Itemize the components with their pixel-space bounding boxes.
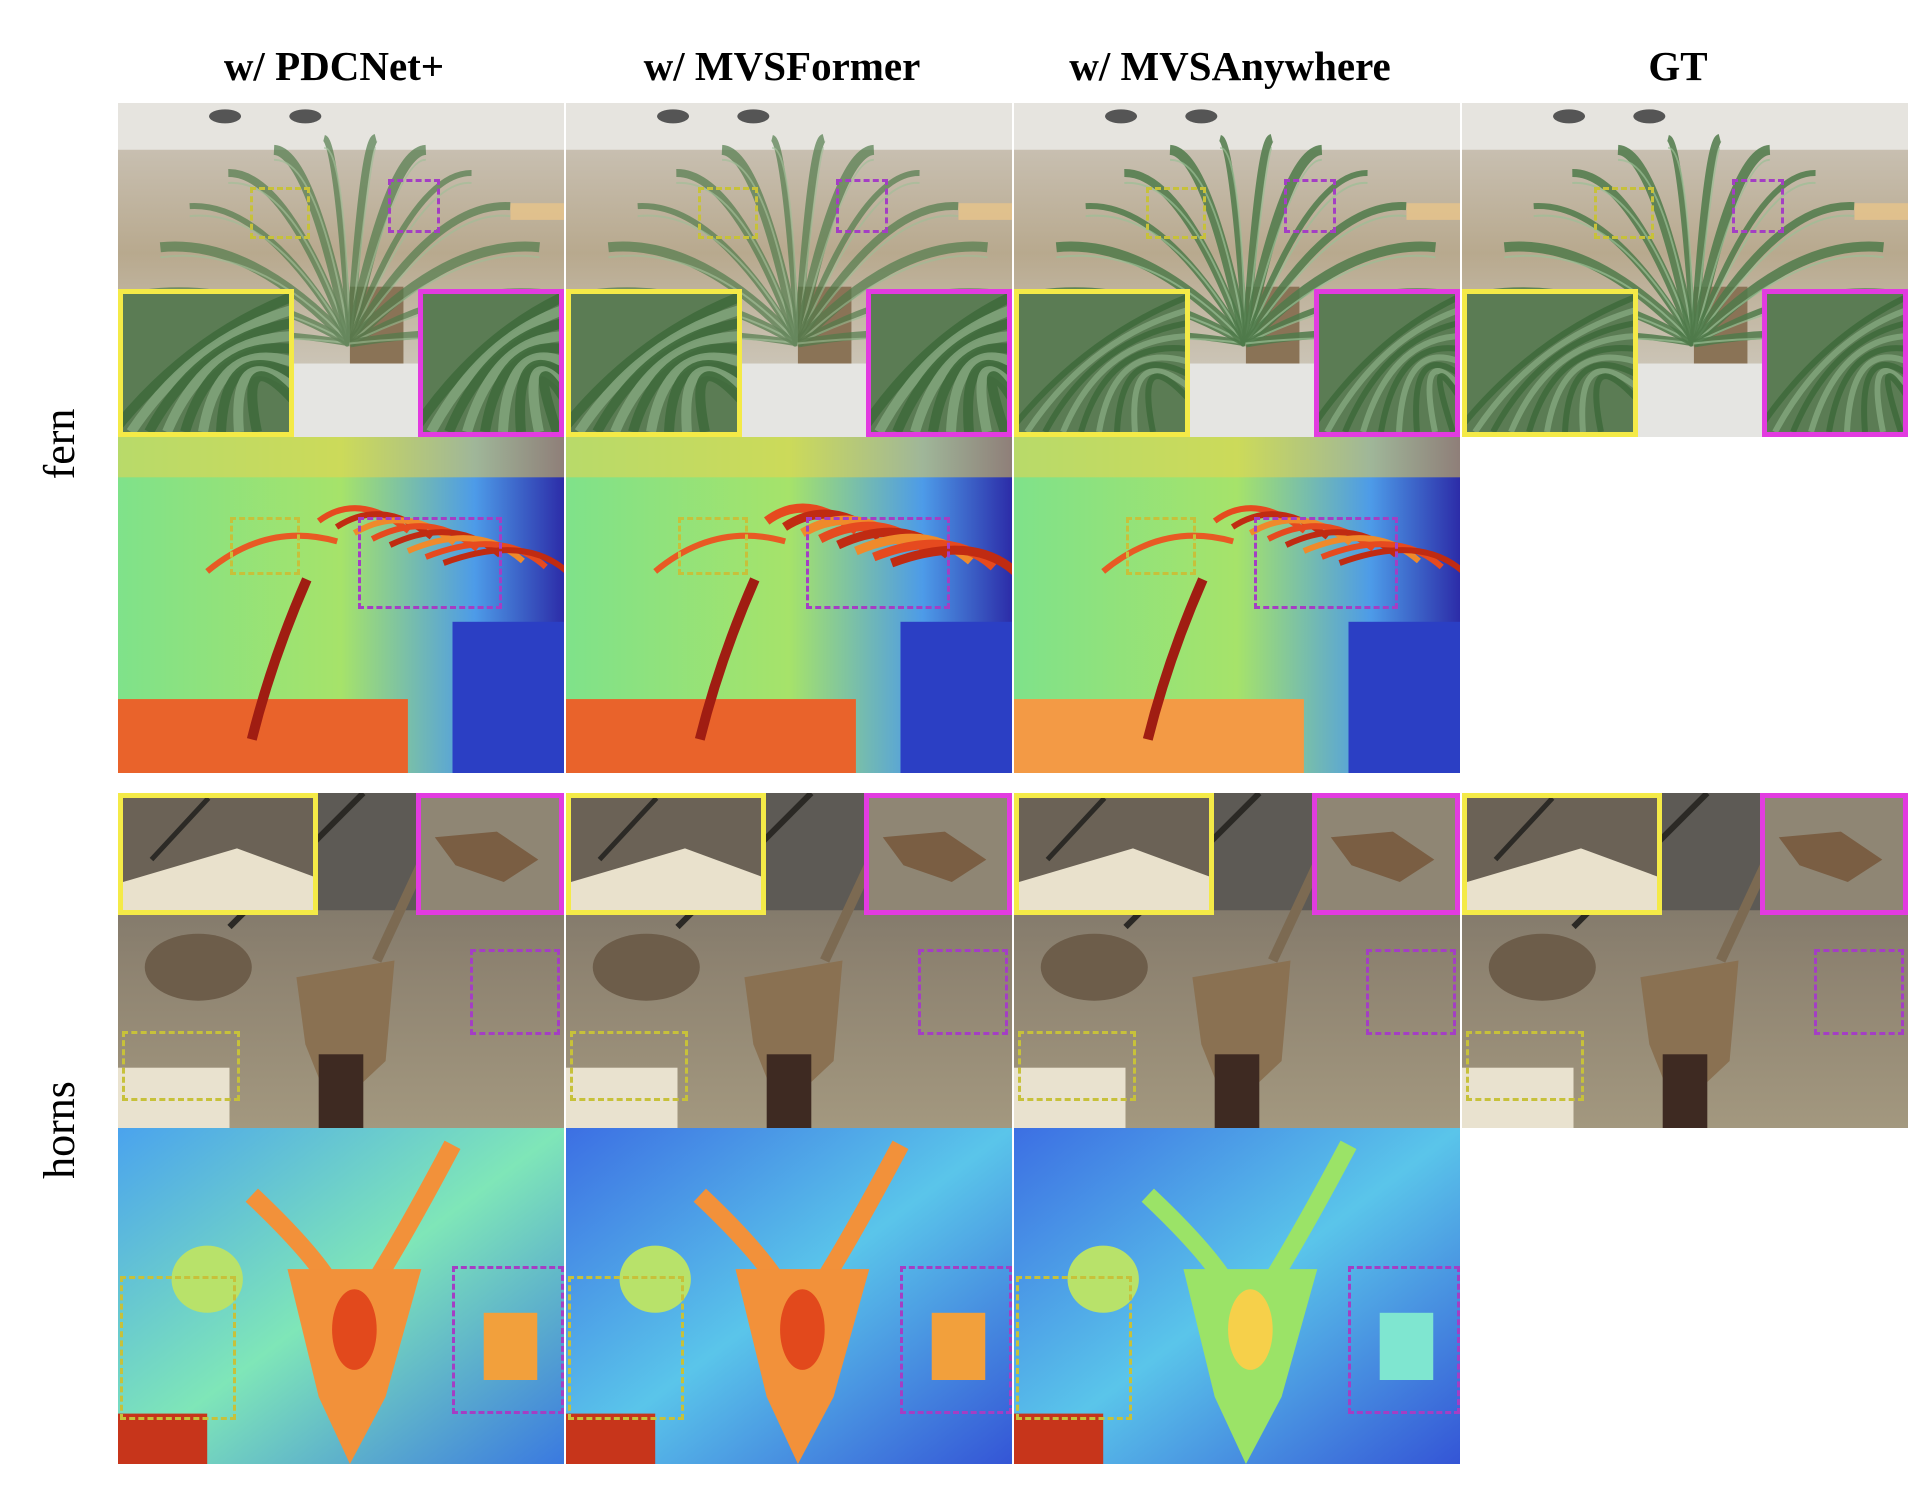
fern-depth-mvsanywhere-yellow-box xyxy=(1126,517,1196,575)
horns-depth-mvsformer-image xyxy=(566,1128,1012,1464)
horns-rgb-pdcnet-yellow-box xyxy=(122,1031,240,1101)
fern-depth-pdcnet-yellow-box xyxy=(230,517,300,575)
fern-rgb-pdcnet-yellow-inset xyxy=(118,289,294,437)
horns-rgb-mvsformer-magenta-box xyxy=(918,949,1008,1035)
horns-rgb-pdcnet-magenta-box xyxy=(470,949,560,1035)
horns-depth-mvsformer-yellow-box xyxy=(568,1276,684,1420)
horns-rgb-mvsanywhere-yellow-inset xyxy=(1014,793,1214,915)
fern-depth-mvsanywhere-magenta-box xyxy=(1254,517,1398,609)
fern-depth-mvsformer-magenta-box xyxy=(806,517,950,609)
horns-rgb-mvsformer-magenta-inset xyxy=(864,793,1012,915)
fern-rgb-gt-yellow-inset xyxy=(1462,289,1638,437)
fern-rgb-pdcnet-magenta-inset xyxy=(418,289,564,437)
horns-depth-mvsanywhere-yellow-box xyxy=(1016,1276,1132,1420)
row-label-horns: horns xyxy=(35,1081,84,1179)
fern-rgb-pdcnet-magenta-box xyxy=(388,179,440,233)
fern-rgb-mvsanywhere-magenta-inset xyxy=(1314,289,1460,437)
fern-depth-pdcnet-magenta-box xyxy=(358,517,502,609)
fern-rgb-mvsformer-magenta-inset xyxy=(866,289,1012,437)
horns-rgb-pdcnet-magenta-inset xyxy=(416,793,564,915)
column-header-pdcnet: w/ PDCNet+ xyxy=(223,43,445,89)
horns-rgb-gt-magenta-box xyxy=(1814,949,1904,1035)
fern-depth-mvsanywhere-image xyxy=(1014,437,1460,773)
horns-rgb-gt-yellow-box xyxy=(1466,1031,1584,1101)
horns-depth-pdcnet-magenta-box xyxy=(452,1266,564,1414)
column-header-mvsanywhere: w/ MVSAnywhere xyxy=(1069,43,1391,89)
fern-rgb-pdcnet-yellow-box xyxy=(250,187,310,239)
fern-rgb-gt-magenta-box xyxy=(1732,179,1784,233)
horns-depth-pdcnet-image xyxy=(118,1128,564,1464)
horns-rgb-gt-yellow-inset xyxy=(1462,793,1662,915)
horns-rgb-gt-magenta-inset xyxy=(1760,793,1908,915)
fern-rgb-mvsanywhere-magenta-box xyxy=(1284,179,1336,233)
fern-rgb-mvsformer-magenta-box xyxy=(836,179,888,233)
fern-rgb-mvsanywhere-yellow-inset xyxy=(1014,289,1190,437)
horns-rgb-mvsformer-yellow-inset xyxy=(566,793,766,915)
fern-rgb-gt-magenta-inset xyxy=(1762,289,1908,437)
fern-depth-mvsformer-image xyxy=(566,437,1012,773)
horns-depth-mvsanywhere-image xyxy=(1014,1128,1460,1464)
horns-depth-pdcnet-yellow-box xyxy=(120,1276,236,1420)
column-header-gt: GT xyxy=(1648,43,1708,89)
row-label-fern: fern xyxy=(35,408,84,480)
horns-rgb-mvsanywhere-yellow-box xyxy=(1018,1031,1136,1101)
horns-depth-mvsanywhere-magenta-box xyxy=(1348,1266,1460,1414)
horns-rgb-mvsformer-yellow-box xyxy=(570,1031,688,1101)
fern-rgb-pdcnet-image xyxy=(118,103,564,437)
fern-depth-pdcnet-image xyxy=(118,437,564,773)
fern-rgb-mvsformer-yellow-inset xyxy=(566,289,742,437)
horns-depth-mvsformer-magenta-box xyxy=(900,1266,1012,1414)
fern-rgb-gt-yellow-box xyxy=(1594,187,1654,239)
fern-rgb-mvsformer-yellow-box xyxy=(698,187,758,239)
fern-rgb-mvsanywhere-yellow-box xyxy=(1146,187,1206,239)
horns-rgb-mvsanywhere-magenta-inset xyxy=(1312,793,1460,915)
fern-depth-mvsformer-yellow-box xyxy=(678,517,748,575)
horns-rgb-mvsanywhere-magenta-box xyxy=(1366,949,1456,1035)
column-header-mvsformer: w/ MVSFormer xyxy=(643,43,921,89)
horns-rgb-pdcnet-yellow-inset xyxy=(118,793,318,915)
